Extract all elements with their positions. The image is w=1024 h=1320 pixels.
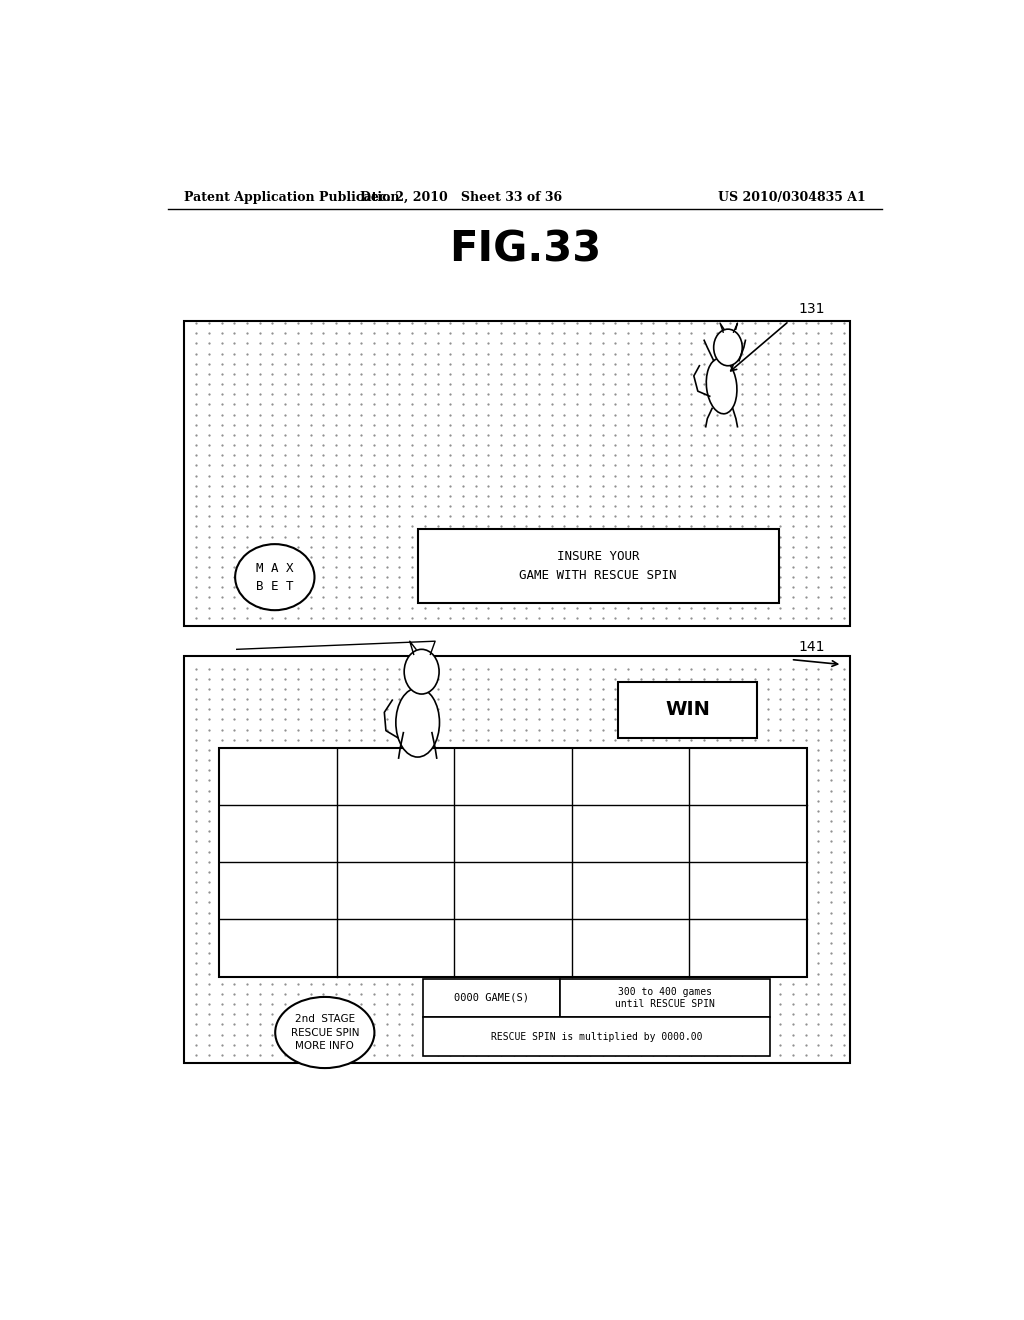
Bar bbox=[183, 656, 850, 1063]
Text: US 2010/0304835 A1: US 2010/0304835 A1 bbox=[718, 190, 866, 203]
Bar bbox=[423, 978, 560, 1018]
Bar bbox=[618, 682, 758, 738]
Bar bbox=[418, 529, 779, 602]
Bar bbox=[183, 321, 850, 626]
Text: WIN: WIN bbox=[666, 701, 711, 719]
Ellipse shape bbox=[707, 358, 737, 413]
Text: 131: 131 bbox=[799, 302, 825, 315]
Bar bbox=[560, 978, 770, 1018]
Circle shape bbox=[714, 329, 742, 366]
Text: RESCUE SPIN is multiplied by 0000.00: RESCUE SPIN is multiplied by 0000.00 bbox=[490, 1031, 702, 1041]
Text: INSURE YOUR
GAME WITH RESCUE SPIN: INSURE YOUR GAME WITH RESCUE SPIN bbox=[519, 550, 677, 582]
Text: M A X
B E T: M A X B E T bbox=[256, 561, 294, 593]
Text: Dec. 2, 2010   Sheet 33 of 36: Dec. 2, 2010 Sheet 33 of 36 bbox=[360, 190, 562, 203]
Text: Patent Application Publication: Patent Application Publication bbox=[183, 190, 399, 203]
Circle shape bbox=[404, 649, 439, 694]
Text: FIG.33: FIG.33 bbox=[449, 228, 601, 271]
Text: 141: 141 bbox=[799, 640, 825, 655]
Ellipse shape bbox=[275, 997, 375, 1068]
Ellipse shape bbox=[396, 688, 439, 758]
Bar bbox=[423, 1018, 770, 1056]
Ellipse shape bbox=[236, 544, 314, 610]
Bar bbox=[219, 748, 807, 977]
Text: 0000 GAME(S): 0000 GAME(S) bbox=[454, 993, 529, 1003]
Text: 2nd  STAGE
RESCUE SPIN
MORE INFO: 2nd STAGE RESCUE SPIN MORE INFO bbox=[291, 1014, 359, 1051]
Text: 300 to 400 games
until RESCUE SPIN: 300 to 400 games until RESCUE SPIN bbox=[615, 987, 715, 1010]
